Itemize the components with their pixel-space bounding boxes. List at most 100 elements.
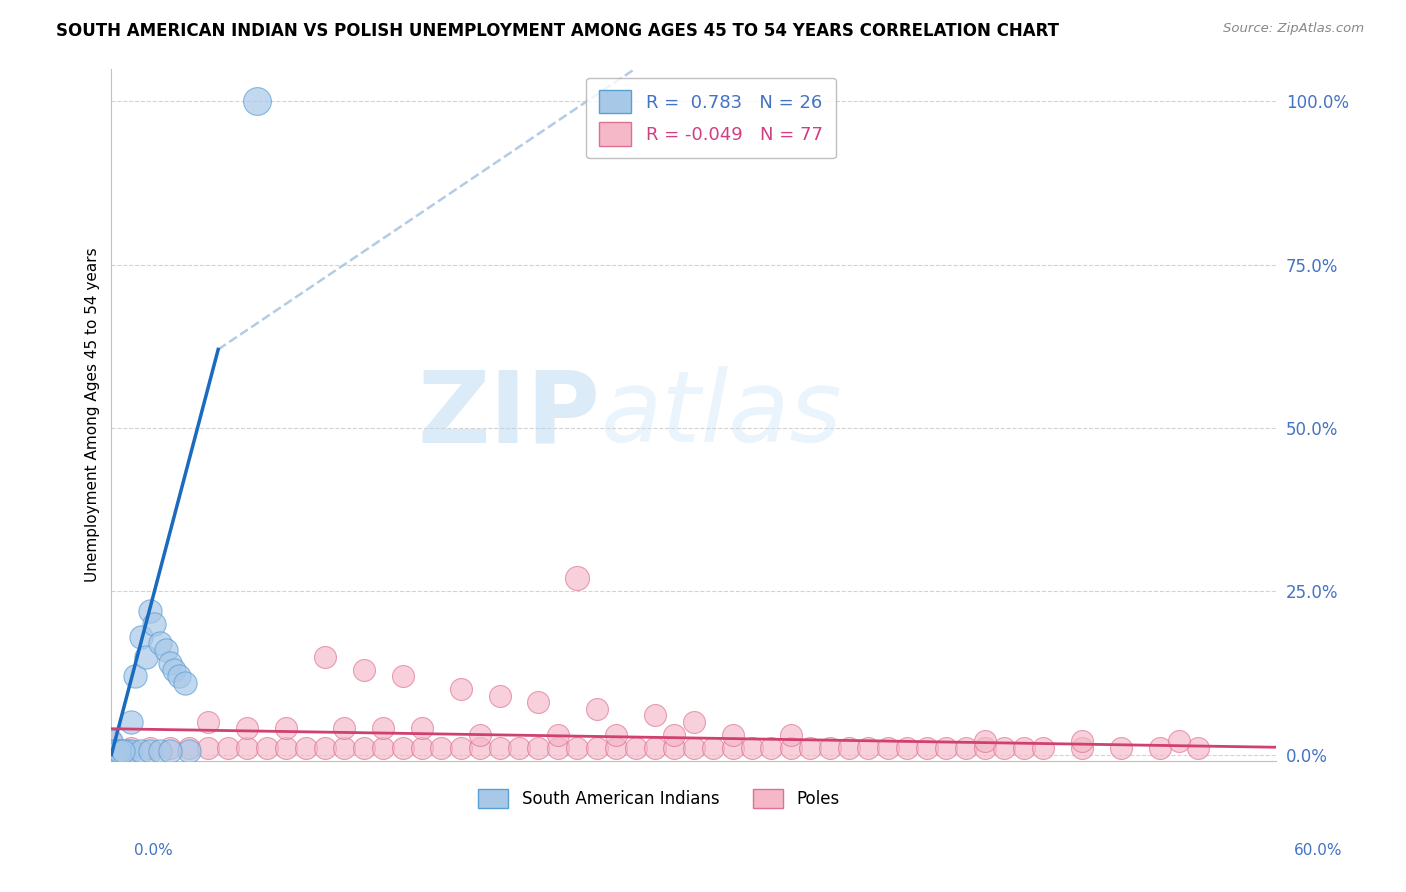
Point <box>721 728 744 742</box>
Point <box>236 741 259 756</box>
Point <box>353 741 375 756</box>
Point <box>779 728 801 742</box>
Point <box>527 741 550 756</box>
Point <box>143 616 166 631</box>
Point <box>567 741 589 756</box>
Point <box>135 649 157 664</box>
Point <box>450 682 472 697</box>
Point <box>702 741 724 756</box>
Point <box>430 741 453 756</box>
Point <box>105 744 128 758</box>
Point <box>896 741 918 756</box>
Point <box>139 604 162 618</box>
Point <box>104 744 127 758</box>
Point <box>373 741 395 756</box>
Point <box>256 741 278 756</box>
Point <box>333 741 356 756</box>
Point <box>488 741 510 756</box>
Point <box>411 722 433 736</box>
Point <box>1012 741 1035 756</box>
Point <box>682 714 704 729</box>
Point <box>838 741 860 756</box>
Point <box>488 689 510 703</box>
Point <box>197 741 219 756</box>
Point <box>100 744 122 758</box>
Point <box>246 94 269 108</box>
Point <box>353 663 375 677</box>
Point <box>741 741 763 756</box>
Point <box>159 741 181 756</box>
Point <box>274 722 297 736</box>
Point <box>450 741 472 756</box>
Text: Source: ZipAtlas.com: Source: ZipAtlas.com <box>1223 22 1364 36</box>
Point <box>274 741 297 756</box>
Point <box>858 741 880 756</box>
Point <box>391 741 413 756</box>
Point <box>605 741 627 756</box>
Point <box>236 722 259 736</box>
Point <box>624 741 647 756</box>
Point <box>159 744 181 758</box>
Point <box>115 744 138 758</box>
Point <box>100 734 122 748</box>
Point <box>217 741 239 756</box>
Point <box>1149 741 1171 756</box>
Point <box>818 741 841 756</box>
Point <box>761 741 783 756</box>
Point <box>935 741 957 756</box>
Point <box>605 728 627 742</box>
Point <box>139 744 162 758</box>
Point <box>120 741 142 756</box>
Point <box>799 741 821 756</box>
Point <box>664 741 686 756</box>
Point <box>470 728 492 742</box>
Point <box>169 669 191 683</box>
Point <box>162 663 184 677</box>
Point <box>314 649 336 664</box>
Point <box>585 702 607 716</box>
Point <box>915 741 938 756</box>
Point <box>1032 741 1054 756</box>
Point <box>508 741 530 756</box>
Point <box>174 675 197 690</box>
Text: SOUTH AMERICAN INDIAN VS POLISH UNEMPLOYMENT AMONG AGES 45 TO 54 YEARS CORRELATI: SOUTH AMERICAN INDIAN VS POLISH UNEMPLOY… <box>56 22 1059 40</box>
Point <box>129 630 152 644</box>
Point <box>721 741 744 756</box>
Point <box>664 728 686 742</box>
Point <box>411 741 433 756</box>
Text: ZIP: ZIP <box>418 367 600 463</box>
Point <box>177 744 200 758</box>
Point <box>391 669 413 683</box>
Point <box>333 722 356 736</box>
Point <box>1071 741 1094 756</box>
Point <box>139 741 162 756</box>
Point <box>373 722 395 736</box>
Point <box>1071 734 1094 748</box>
Text: atlas: atlas <box>600 367 842 463</box>
Point <box>644 741 666 756</box>
Y-axis label: Unemployment Among Ages 45 to 54 years: Unemployment Among Ages 45 to 54 years <box>86 247 100 582</box>
Point <box>1168 734 1191 748</box>
Point <box>110 744 132 758</box>
Point <box>470 741 492 756</box>
Point <box>155 643 177 657</box>
Point <box>120 744 142 758</box>
Point <box>1187 741 1209 756</box>
Point <box>547 728 569 742</box>
Point <box>294 741 316 756</box>
Point <box>585 741 607 756</box>
Point <box>124 669 146 683</box>
Point <box>955 741 977 756</box>
Legend: South American Indians, Poles: South American Indians, Poles <box>471 782 846 815</box>
Point <box>177 741 200 756</box>
Point <box>974 734 997 748</box>
Point <box>149 744 172 758</box>
Point <box>100 734 122 748</box>
Point <box>108 744 131 758</box>
Point <box>112 744 135 758</box>
Point <box>120 714 142 729</box>
Point <box>197 714 219 729</box>
Point <box>779 741 801 756</box>
Point <box>129 744 152 758</box>
Point <box>1109 741 1132 756</box>
